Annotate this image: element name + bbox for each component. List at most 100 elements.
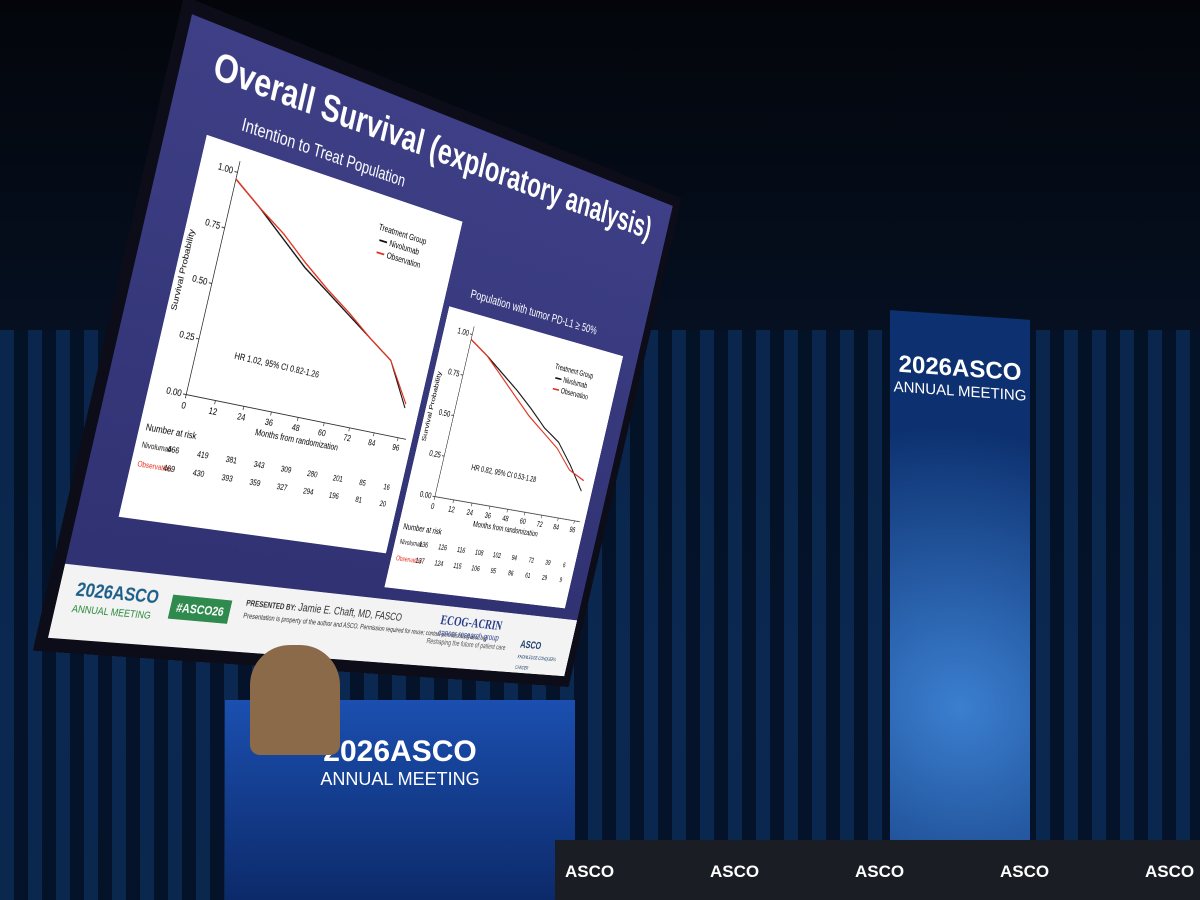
y-tick xyxy=(470,334,472,335)
risk-title: Number at risk xyxy=(145,422,198,442)
logo-name: ASCO xyxy=(110,582,161,609)
risk-count: 359 xyxy=(249,477,262,488)
annotation: HR 1.02, 95% CI 0.82-1.26 xyxy=(233,351,320,381)
risk-count: 466 xyxy=(166,444,180,456)
risk-count: 137 xyxy=(415,556,426,566)
risk-count: 39 xyxy=(545,558,552,567)
banner-name: ASCO xyxy=(952,354,1022,387)
y-tick-label: 0.25 xyxy=(178,329,196,343)
x-tick xyxy=(243,406,244,410)
x-tick-label: 36 xyxy=(484,511,492,521)
risk-count: 61 xyxy=(524,571,531,580)
table-logo: ASCO xyxy=(1000,862,1050,881)
presented-by: PRESENTED BY: xyxy=(245,598,298,613)
x-tick xyxy=(373,433,374,436)
risk-count: 469 xyxy=(162,462,176,474)
risk-count: 85 xyxy=(358,478,367,488)
risk-count: 280 xyxy=(306,468,318,479)
asco-name: ASCO xyxy=(519,637,543,652)
y-tick-label: 0.50 xyxy=(438,408,452,420)
x-tick xyxy=(323,423,324,426)
x-tick xyxy=(558,518,559,521)
x-tick xyxy=(471,503,472,506)
x-tick-label: 72 xyxy=(536,520,544,530)
x-tick xyxy=(215,401,216,405)
table-logo: ASCO xyxy=(565,862,615,881)
x-tick-label: 24 xyxy=(466,508,474,518)
y-tick xyxy=(183,394,186,395)
logo-year: 2026 xyxy=(73,579,116,604)
hashtag: #ASCO26 xyxy=(167,594,233,624)
x-tick-label: 72 xyxy=(342,433,351,444)
legend-swatch xyxy=(553,389,559,391)
risk-count: 106 xyxy=(471,563,481,572)
risk-count: 393 xyxy=(221,472,234,483)
risk-count: 9 xyxy=(559,576,563,584)
risk-count: 343 xyxy=(253,459,266,470)
risk-count: 95 xyxy=(490,566,497,575)
asco-tag: KNOWLEDGE CONQUERS CANCER xyxy=(514,655,557,672)
y-tick xyxy=(461,374,463,375)
risk-count: 201 xyxy=(332,473,344,484)
panel-table: ASCO ASCO ASCO ASCO ASCO xyxy=(555,840,1200,900)
x-tick-label: 96 xyxy=(391,443,400,454)
asco-logo: ASCO KNOWLEDGE CONQUERS CANCER xyxy=(514,638,572,675)
podium: 2026ASCO ANNUAL MEETING xyxy=(225,700,575,900)
risk-count: 108 xyxy=(474,548,484,558)
projection-screen: Overall Survival (exploratory analysis) … xyxy=(48,14,673,677)
risk-title: Number at risk xyxy=(402,522,443,537)
x-tick-label: 0 xyxy=(180,400,187,412)
legend-swatch xyxy=(555,378,561,380)
ecog-logo: ECOG-ACRIN cancer research group Reshapi… xyxy=(426,611,512,652)
y-tick-label: 1.00 xyxy=(217,161,234,177)
x-tick xyxy=(574,521,575,524)
risk-count: 102 xyxy=(492,550,502,559)
banner-year: 2026 xyxy=(898,350,953,382)
y-tick-label: 0.00 xyxy=(165,385,183,399)
risk-count: 124 xyxy=(434,558,445,568)
risk-count: 327 xyxy=(276,481,289,492)
y-tick xyxy=(234,171,237,172)
legend-swatch xyxy=(379,240,387,242)
risk-count: 116 xyxy=(456,545,466,555)
table-logo: ASCO xyxy=(855,862,905,881)
x-tick-label: 24 xyxy=(236,411,247,423)
x-tick-label: 60 xyxy=(519,517,527,527)
risk-count: 72 xyxy=(528,556,535,565)
risk-count: 86 xyxy=(507,569,514,578)
x-tick-label: 60 xyxy=(317,428,327,440)
podium-sub: ANNUAL MEETING xyxy=(320,769,480,789)
x-tick xyxy=(297,417,298,421)
x-tick xyxy=(271,412,272,416)
risk-count: 16 xyxy=(383,482,391,492)
podium-name: ASCO xyxy=(390,735,477,768)
table-logo: ASCO xyxy=(710,862,760,881)
x-tick-label: 96 xyxy=(569,525,576,535)
annotation: HR 0.82, 95% CI 0.53-1.28 xyxy=(470,463,537,485)
risk-count: 196 xyxy=(328,490,340,501)
legend-swatch xyxy=(377,252,385,254)
risk-count: 115 xyxy=(453,561,463,571)
risk-count: 294 xyxy=(302,486,314,497)
x-tick-label: 36 xyxy=(264,417,274,429)
x-tick-label: 12 xyxy=(447,505,455,515)
survival-curve xyxy=(445,339,608,480)
y-tick-label: 0.75 xyxy=(204,217,221,232)
risk-count: 6 xyxy=(562,561,566,569)
x-tick-label: 12 xyxy=(207,406,218,418)
risk-row-label: Nivolumab xyxy=(399,538,423,549)
risk-row-label: Observation xyxy=(395,554,422,565)
y-tick xyxy=(451,415,453,416)
x-tick xyxy=(453,500,454,503)
y-axis-label: Survival Probability xyxy=(169,228,197,312)
x-tick-label: 84 xyxy=(552,523,560,533)
risk-count: 419 xyxy=(196,449,210,461)
risk-count: 94 xyxy=(511,553,518,562)
risk-count: 430 xyxy=(192,467,206,479)
risk-count: 126 xyxy=(437,542,448,552)
risk-count: 381 xyxy=(225,454,238,466)
x-tick xyxy=(489,506,490,509)
y-tick-label: 0.25 xyxy=(428,449,442,461)
slide: Overall Survival (exploratory analysis) … xyxy=(48,14,673,677)
